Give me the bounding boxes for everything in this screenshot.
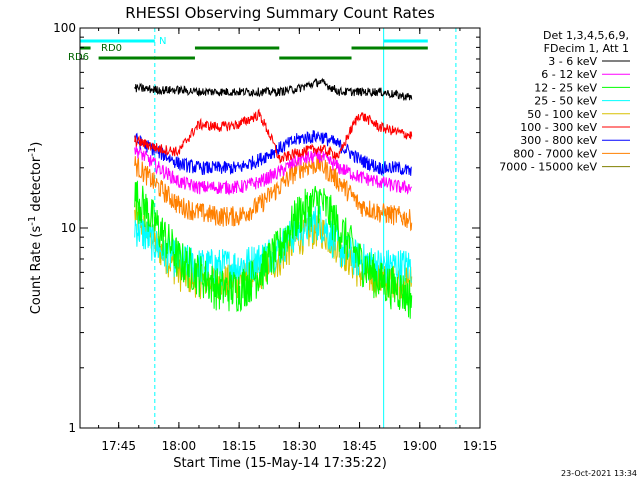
x-tick-label-6: 19:15 xyxy=(463,439,498,453)
state-bars: N RD0 RD6 xyxy=(68,36,428,63)
legend-label-3: 25 - 50 keV xyxy=(534,95,597,108)
series-line-5 xyxy=(134,108,413,164)
x-tick-label-1: 18:00 xyxy=(162,439,197,453)
legend-label-0: 3 - 6 keV xyxy=(548,55,597,68)
legend-label-6: 300 - 800 keV xyxy=(520,134,597,147)
y-axis-label-sup1: -1 xyxy=(27,216,38,226)
series-line-6 xyxy=(134,130,412,177)
legend-label-8: 7000 - 15000 keV xyxy=(499,161,597,174)
bar-label-n: N xyxy=(159,36,166,47)
y-tick-label-2: 100 xyxy=(53,21,76,35)
legend-header-1: Det 1,3,4,5,6,9, xyxy=(543,29,629,42)
series-line-1 xyxy=(134,144,413,196)
legend-label-1: 6 - 12 keV xyxy=(541,68,597,81)
legend-label-7: 800 - 7000 keV xyxy=(513,147,597,160)
x-tick-label-0: 17:45 xyxy=(101,439,136,453)
series-line-7 xyxy=(134,154,413,232)
x-tick-label-2: 18:15 xyxy=(222,439,257,453)
series-lines xyxy=(134,77,413,319)
series-line-2 xyxy=(134,180,413,319)
legend: Det 1,3,4,5,6,9, FDecim 1, Att 1 3 - 6 k… xyxy=(499,29,630,174)
y-axis-label-sup2: -1 xyxy=(27,147,38,157)
x-tick-label-5: 19:00 xyxy=(402,439,437,453)
bar-label-rd0: RD0 xyxy=(101,43,122,54)
legend-label-4: 50 - 100 keV xyxy=(527,108,597,121)
legend-label-2: 12 - 25 keV xyxy=(534,81,597,94)
legend-label-5: 100 - 300 keV xyxy=(520,121,597,134)
x-axis-label: Start Time (15-May-14 17:35:22) xyxy=(173,456,387,471)
y-axis-label-mid: detector xyxy=(29,156,44,216)
series-line-0 xyxy=(134,77,413,101)
generated-timestamp: 23-Oct-2021 13:34 xyxy=(561,469,637,478)
bar-label-rd6: RD6 xyxy=(68,52,89,63)
y-axis-label-main: Count Rate (s xyxy=(29,226,44,315)
legend-header-2: FDecim 1, Att 1 xyxy=(544,42,629,55)
x-tick-label-4: 18:45 xyxy=(342,439,377,453)
y-tick-label-0: 1 xyxy=(68,421,76,435)
y-axis-ticks: 1 10 100 xyxy=(53,21,480,435)
x-axis-ticks: 17:45 18:00 18:15 18:30 18:45 19:00 19:15 xyxy=(98,28,498,453)
y-axis-label: Count Rate (s-1 detector-1) xyxy=(27,142,44,315)
y-axis-label-end: ) xyxy=(29,142,44,147)
x-tick-label-3: 18:30 xyxy=(282,439,317,453)
chart-title: RHESSI Observing Summary Count Rates xyxy=(125,4,435,22)
y-tick-label-1: 10 xyxy=(61,221,76,235)
